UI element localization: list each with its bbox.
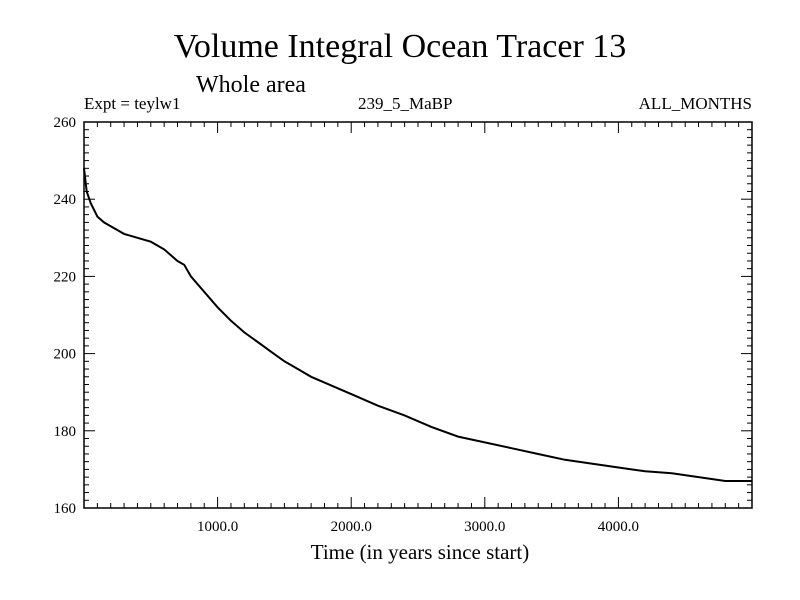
- y-tick-label: 180: [54, 424, 77, 440]
- x-tick-label: 1000.0: [197, 519, 238, 535]
- y-tick-label: 240: [54, 192, 77, 208]
- experiment-label: Expt = teylw1: [84, 94, 181, 113]
- chart-subtitle: Whole area: [196, 72, 306, 98]
- y-tick-label: 160: [54, 501, 77, 517]
- series-line: [83, 168, 752, 482]
- y-tick-label: 260: [54, 115, 77, 131]
- run-label: 239_5_MaBP: [358, 94, 453, 113]
- x-tick-label: 4000.0: [598, 519, 639, 535]
- chart-title: Volume Integral Ocean Tracer 13: [173, 28, 627, 65]
- plot-frame: [83, 121, 753, 509]
- months-label: ALL_MONTHS: [638, 94, 752, 113]
- y-tick-label: 200: [54, 347, 77, 363]
- y-tick-label: 220: [54, 269, 77, 285]
- x-tick-label: 3000.0: [464, 519, 505, 535]
- x-tick-label: 2000.0: [331, 519, 372, 535]
- x-axis-label: Time (in years since start): [310, 540, 530, 564]
